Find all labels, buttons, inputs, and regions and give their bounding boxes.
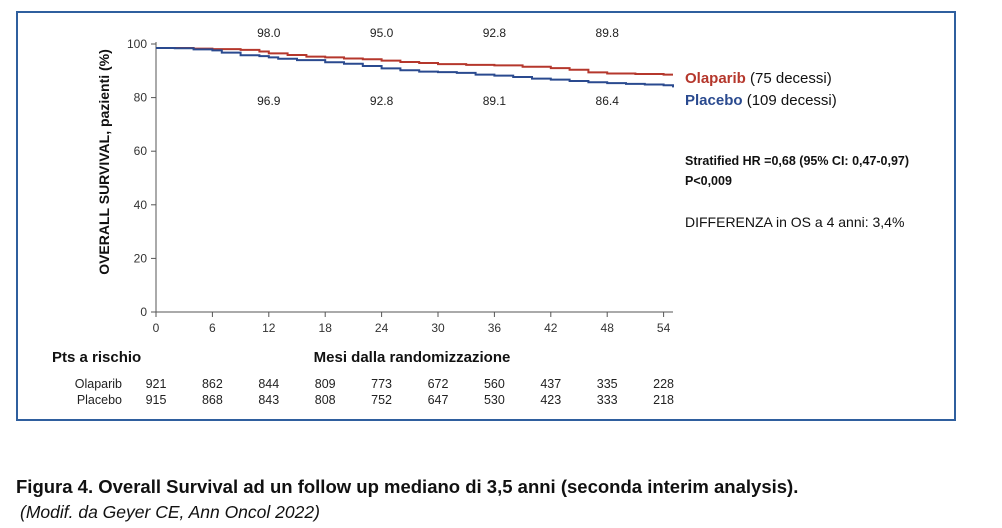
risk-row-label: Placebo: [77, 393, 122, 407]
risk-cell: 773: [371, 377, 392, 391]
legend-placebo-name: Placebo: [685, 92, 743, 109]
risk-table-title: Pts a rischio: [52, 349, 141, 366]
y-tick-label: 100: [127, 37, 147, 51]
risk-cell: 333: [597, 393, 618, 407]
hazard-ratio-text: Stratified HR =0,68 (95% CI: 0,47-0,97): [685, 154, 909, 168]
y-ticks: 0 20 40 60 80 100: [127, 37, 156, 319]
figure-frame: [16, 11, 956, 421]
figure-source: (Modif. da Geyer CE, Ann Oncol 2022): [20, 502, 320, 522]
series-line-olaparib: [156, 47, 673, 76]
risk-cell: 228: [653, 377, 674, 391]
y-axis-label: OVERALL SURVIVAL, pazienti (%): [96, 49, 112, 275]
x-tick-label: 24: [375, 321, 389, 335]
series-line-placebo: [156, 47, 674, 88]
risk-cell: 530: [484, 393, 505, 407]
y-tick-label: 60: [134, 144, 148, 158]
olaparib-survival-label: 92.8: [483, 26, 507, 40]
x-tick-label: 54: [657, 321, 671, 335]
x-tick-label: 42: [544, 321, 558, 335]
placebo-survival-label: 89.1: [483, 94, 507, 108]
legend-olaparib-deaths: (75 decessi): [746, 70, 832, 87]
legend-placebo: Placebo (109 decessi): [685, 92, 837, 109]
risk-cell: 335: [597, 377, 618, 391]
legend-olaparib: Olaparib (75 decessi): [685, 70, 832, 87]
risk-cell: 560: [484, 377, 505, 391]
y-tick-label: 40: [134, 198, 148, 212]
x-tick-label: 6: [209, 321, 216, 335]
olaparib-survival-label: 95.0: [370, 26, 394, 40]
y-tick-label: 0: [140, 305, 147, 319]
risk-cell: 868: [202, 393, 223, 407]
risk-cell: 915: [146, 393, 167, 407]
risk-cell: 423: [540, 393, 561, 407]
legend-olaparib-name: Olaparib: [685, 70, 746, 87]
risk-cell: 218: [653, 393, 674, 407]
risk-table: Olaparib 921 862 844 809 773 672 560 437 335 228 Pl…: [75, 377, 674, 407]
x-tick-label: 36: [488, 321, 502, 335]
risk-cell: 437: [540, 377, 561, 391]
survival-curves: [156, 47, 674, 88]
x-tick-label: 30: [431, 321, 445, 335]
legend: Olaparib (75 decessi) Placebo (109 deces…: [685, 70, 837, 109]
risk-cell: 843: [258, 393, 279, 407]
x-axis-label: Mesi dalla randomizzazione: [314, 349, 511, 366]
olaparib-survival-label: 89.8: [596, 26, 620, 40]
risk-cell: 844: [258, 377, 279, 391]
os-difference-text: DIFFERENZA in OS a 4 anni: 3,4%: [685, 214, 904, 230]
risk-cell: 647: [428, 393, 449, 407]
x-tick-label: 12: [262, 321, 276, 335]
chart-axes: [155, 42, 673, 313]
p-value-text: P<0,009: [685, 174, 732, 188]
x-tick-label: 18: [319, 321, 333, 335]
placebo-survival-label: 92.8: [370, 94, 394, 108]
survival-annotations: 98.0 95.0 92.8 89.8 96.9 92.8 89.1 86.4: [257, 26, 619, 108]
risk-cell: 752: [371, 393, 392, 407]
risk-cell: 921: [146, 377, 167, 391]
placebo-survival-label: 86.4: [596, 94, 620, 108]
olaparib-survival-label: 98.0: [257, 26, 281, 40]
y-tick-label: 20: [134, 251, 148, 265]
x-tick-label: 48: [601, 321, 615, 335]
risk-cell: 809: [315, 377, 336, 391]
placebo-survival-label: 96.9: [257, 94, 281, 108]
legend-placebo-deaths: (109 decessi): [743, 92, 837, 109]
risk-cell: 672: [428, 377, 449, 391]
x-ticks: 0 6 12 18 24 30 36 42 48 54: [153, 312, 671, 335]
x-tick-label: 0: [153, 321, 160, 335]
figure-caption: Figura 4. Overall Survival ad un follow …: [16, 476, 799, 497]
risk-cell: 808: [315, 393, 336, 407]
risk-row-label: Olaparib: [75, 377, 122, 391]
y-tick-label: 80: [134, 91, 148, 105]
risk-cell: 862: [202, 377, 223, 391]
